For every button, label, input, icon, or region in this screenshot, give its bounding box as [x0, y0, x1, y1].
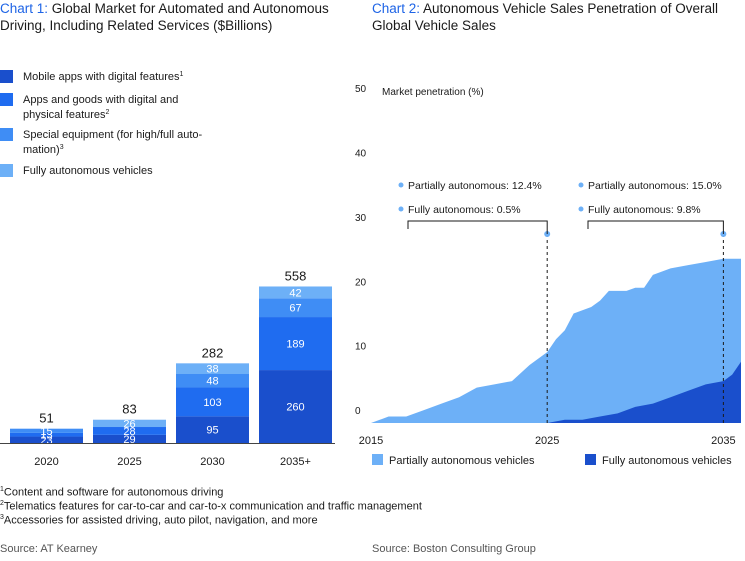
- legend-swatch: [0, 93, 13, 106]
- annotation-text: Fully autonomous: 0.5%: [408, 204, 521, 216]
- footnote-3: 3Accessories for assisted driving, auto …: [0, 514, 318, 527]
- bar-segment: [176, 363, 249, 374]
- x-tick-label: 2015: [359, 435, 383, 447]
- bar-total-label: 558: [285, 268, 307, 283]
- bar-value-label: 26: [123, 418, 135, 430]
- annotation-text: Partially autonomous: 12.4%: [408, 180, 542, 192]
- chart1-title-text: Global Market for Automated and Autonomo…: [0, 1, 329, 33]
- y-axis-label: Market penetration (%): [382, 87, 484, 98]
- bar-segment: [259, 286, 332, 299]
- legend-swatch: [0, 164, 13, 177]
- bar-segment: [10, 432, 83, 437]
- bar-value-label: 103: [203, 397, 221, 409]
- y-tick-label: 10: [355, 342, 367, 353]
- legend-label: Mobile apps with digital features1: [23, 71, 184, 83]
- annotation-bullet: [578, 182, 584, 188]
- bar-segment: [176, 416, 249, 443]
- chart2-title-text: Autonomous Vehicle Sales Penetration of …: [372, 1, 718, 33]
- bar-value-label: 38: [206, 364, 218, 376]
- x-tick-label: 2020: [34, 456, 58, 468]
- area-partially-autonomous: [371, 258, 741, 423]
- footnote-3-num: 3: [0, 514, 4, 521]
- bar-segment: [176, 373, 249, 388]
- bar-value-label: 67: [289, 303, 301, 315]
- footnote-2-num: 2: [0, 500, 4, 507]
- annotation-bullet: [398, 182, 404, 188]
- legend-label: Fully autonomous vehicles: [23, 165, 153, 177]
- legend-label: Fully autonomous vehicles: [602, 455, 732, 467]
- annotation-bracket: [587, 220, 724, 234]
- x-tick-label: 2035+: [280, 456, 311, 468]
- legend-label: Partially autonomous vehicles: [389, 455, 535, 467]
- y-tick-label: 30: [355, 213, 367, 224]
- bar-total-label: 83: [122, 402, 136, 417]
- bar-value-label: 48: [206, 376, 218, 388]
- x-tick-label: 2035: [711, 435, 735, 447]
- footnote-2: 2Telematics features for car-to-car and …: [0, 500, 422, 513]
- y-tick-label: 20: [355, 277, 367, 288]
- x-tick-label: 2025: [117, 456, 141, 468]
- area-fully-autonomous: [371, 361, 741, 423]
- chart2-svg: 0 10 20 30 40 50 Market penetration (%) 2015 202…: [355, 84, 741, 467]
- bar-segment: [259, 317, 332, 371]
- y-tick-label: 0: [355, 406, 361, 417]
- x-tick-label: 2030: [200, 456, 224, 468]
- bar-total-label: 51: [39, 411, 53, 426]
- legend-swatch: [0, 70, 13, 83]
- y-tick-label: 50: [355, 84, 367, 95]
- bar-segment: [259, 370, 332, 443]
- bar-value-label: 95: [206, 425, 218, 437]
- annotation-bullet: [578, 206, 584, 212]
- annotation-bracket: [407, 220, 548, 234]
- bar-value-label: 189: [286, 339, 304, 351]
- footnote-1-num: 1: [0, 486, 4, 493]
- source-chart2: Source: Boston Consulting Group: [372, 543, 536, 555]
- chart1-title: Chart 1: Global Market for Automated and…: [0, 0, 340, 34]
- bar-total-label: 282: [202, 345, 224, 360]
- bar-segment: [176, 387, 249, 417]
- annotation-bullet: [398, 206, 404, 212]
- footnote-3-text: Accessories for assisted driving, auto p…: [3, 514, 318, 527]
- legend-swatch: [372, 454, 383, 465]
- y-tick-label: 40: [355, 148, 367, 159]
- legend-swatch: [585, 454, 596, 465]
- bar-value-label: 28: [123, 426, 135, 438]
- bar-value-label: 15: [40, 426, 52, 438]
- footnote-2-text: Telematics features for car-to-car and c…: [3, 500, 422, 513]
- chart2-title: Chart 2: Autonomous Vehicle Sales Penetr…: [372, 0, 742, 34]
- footnote-1-text: Content and software for autonomous driv…: [3, 486, 224, 499]
- legend-label: Special equipment (for high/full auto-ma…: [23, 129, 202, 156]
- legend-swatch: [0, 128, 13, 141]
- bar-segment: [93, 419, 166, 428]
- footnote-1: 1Content and software for autonomous dri…: [0, 486, 223, 499]
- bar-segment: [93, 427, 166, 435]
- chart1-title-prefix: Chart 1:: [0, 1, 49, 16]
- chart2-title-prefix: Chart 2:: [372, 1, 421, 16]
- bar-segment: [93, 434, 166, 443]
- source-chart1: Source: AT Kearney: [0, 543, 98, 555]
- bar-value-label: 260: [286, 402, 304, 414]
- bar-value-label: 29: [123, 434, 135, 446]
- x-tick-label: 2025: [535, 435, 559, 447]
- legend-label: Apps and goods with digital and physical …: [23, 94, 178, 121]
- annotation-text: Partially autonomous: 15.0%: [588, 180, 722, 192]
- bar-segment: [10, 436, 83, 443]
- bar-segment: [10, 428, 83, 433]
- annotation-text: Fully autonomous: 9.8%: [588, 204, 701, 216]
- bar-segment: [259, 298, 332, 318]
- bar-value-label: 42: [289, 287, 301, 299]
- chart1-svg: 2313155120202928268320259510348382822030…: [0, 70, 335, 468]
